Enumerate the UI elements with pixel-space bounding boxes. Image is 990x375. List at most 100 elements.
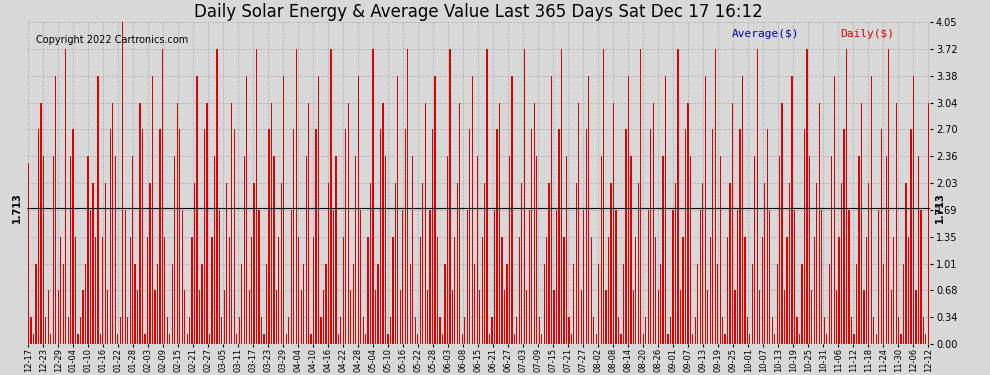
Bar bbox=[918, 156, 919, 344]
Bar bbox=[801, 264, 803, 344]
Bar bbox=[38, 129, 39, 344]
Bar bbox=[105, 183, 106, 344]
Bar bbox=[697, 264, 698, 344]
Bar bbox=[313, 237, 314, 344]
Bar bbox=[521, 183, 523, 344]
Bar bbox=[821, 210, 823, 344]
Bar bbox=[680, 290, 681, 344]
Bar bbox=[524, 48, 525, 344]
Bar bbox=[804, 129, 805, 344]
Bar bbox=[591, 237, 592, 344]
Bar bbox=[636, 237, 637, 344]
Bar bbox=[244, 156, 245, 344]
Bar bbox=[601, 156, 602, 344]
Bar bbox=[469, 129, 470, 344]
Bar bbox=[611, 183, 612, 344]
Bar bbox=[730, 183, 731, 344]
Bar bbox=[548, 183, 549, 344]
Bar bbox=[242, 264, 243, 344]
Bar bbox=[794, 210, 795, 344]
Bar bbox=[926, 334, 927, 344]
Bar bbox=[430, 210, 431, 344]
Bar bbox=[541, 334, 543, 344]
Bar bbox=[650, 129, 651, 344]
Bar bbox=[712, 129, 714, 344]
Bar bbox=[370, 183, 371, 344]
Bar bbox=[769, 210, 770, 344]
Bar bbox=[621, 334, 622, 344]
Bar bbox=[737, 210, 739, 344]
Bar bbox=[303, 264, 304, 344]
Bar bbox=[888, 48, 889, 344]
Bar bbox=[206, 102, 208, 344]
Bar bbox=[80, 317, 81, 344]
Bar bbox=[690, 156, 691, 344]
Bar bbox=[484, 183, 485, 344]
Bar bbox=[727, 237, 729, 344]
Bar bbox=[868, 183, 869, 344]
Bar bbox=[806, 48, 808, 344]
Bar bbox=[67, 317, 68, 344]
Bar bbox=[531, 129, 533, 344]
Bar bbox=[710, 237, 711, 344]
Bar bbox=[923, 317, 924, 344]
Bar bbox=[761, 237, 763, 344]
Bar bbox=[903, 264, 904, 344]
Bar bbox=[476, 156, 478, 344]
Bar bbox=[789, 183, 790, 344]
Bar bbox=[850, 317, 852, 344]
Bar bbox=[534, 102, 535, 344]
Bar bbox=[576, 183, 577, 344]
Bar bbox=[140, 102, 141, 344]
Bar bbox=[496, 129, 498, 344]
Bar bbox=[539, 317, 540, 344]
Bar bbox=[735, 290, 736, 344]
Bar bbox=[449, 48, 450, 344]
Bar bbox=[412, 156, 414, 344]
Bar bbox=[906, 183, 907, 344]
Bar bbox=[811, 290, 813, 344]
Bar bbox=[631, 156, 632, 344]
Bar bbox=[479, 290, 480, 344]
Bar bbox=[796, 317, 798, 344]
Bar bbox=[446, 156, 448, 344]
Bar bbox=[677, 48, 678, 344]
Bar bbox=[85, 264, 86, 344]
Bar bbox=[717, 264, 719, 344]
Bar bbox=[766, 129, 768, 344]
Bar bbox=[685, 129, 686, 344]
Bar bbox=[667, 334, 668, 344]
Bar bbox=[819, 102, 820, 344]
Bar bbox=[566, 156, 567, 344]
Bar bbox=[616, 210, 617, 344]
Bar bbox=[308, 102, 309, 344]
Bar bbox=[558, 129, 559, 344]
Bar bbox=[77, 334, 78, 344]
Bar bbox=[921, 210, 922, 344]
Bar bbox=[166, 317, 168, 344]
Bar bbox=[127, 317, 129, 344]
Bar bbox=[913, 75, 914, 344]
Bar bbox=[234, 129, 235, 344]
Bar bbox=[174, 156, 175, 344]
Bar bbox=[75, 237, 76, 344]
Bar bbox=[876, 334, 877, 344]
Bar bbox=[107, 290, 109, 344]
Bar bbox=[628, 75, 629, 344]
Bar bbox=[291, 210, 292, 344]
Bar bbox=[43, 156, 44, 344]
Bar bbox=[352, 264, 353, 344]
Bar bbox=[407, 48, 409, 344]
Bar bbox=[606, 290, 607, 344]
Bar bbox=[137, 290, 139, 344]
Bar bbox=[836, 290, 838, 344]
Bar bbox=[474, 264, 475, 344]
Bar bbox=[732, 102, 734, 344]
Bar bbox=[375, 290, 376, 344]
Bar bbox=[365, 334, 366, 344]
Bar bbox=[62, 264, 63, 344]
Bar bbox=[779, 156, 780, 344]
Bar bbox=[871, 75, 872, 344]
Bar bbox=[239, 317, 240, 344]
Bar bbox=[881, 129, 882, 344]
